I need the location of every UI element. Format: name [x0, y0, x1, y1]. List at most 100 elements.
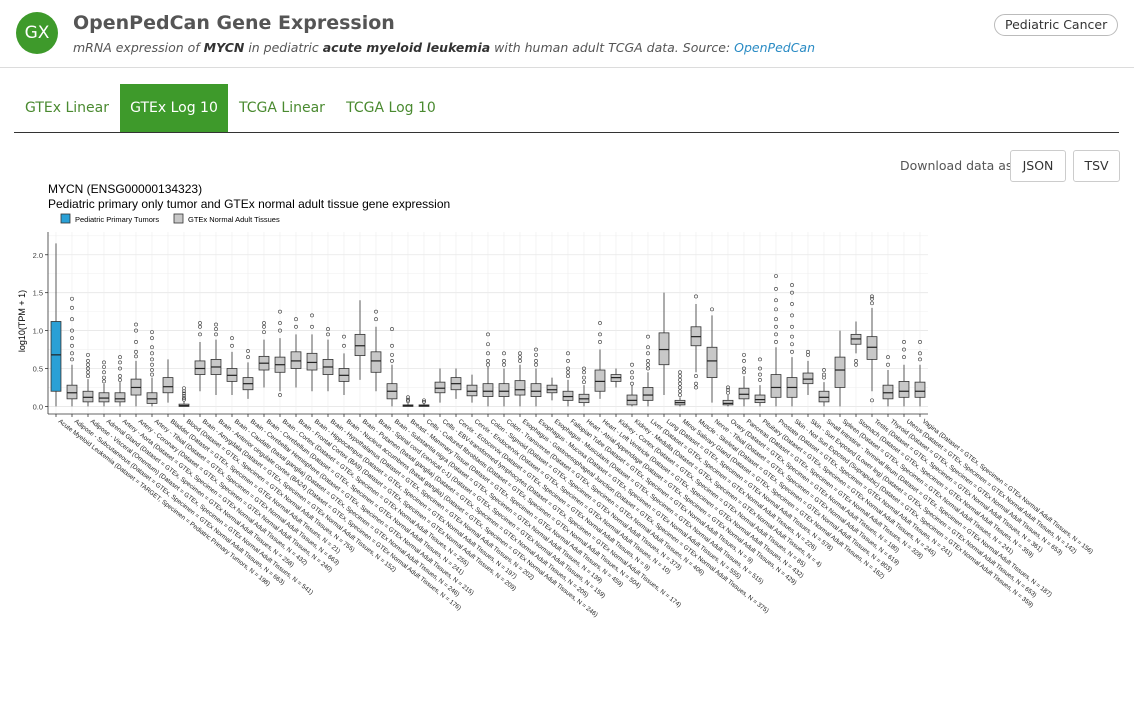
outlier-point [422, 399, 426, 404]
outlier-point [678, 370, 682, 375]
outlier-point [534, 359, 538, 363]
outlier-point [70, 336, 74, 341]
outlier-point [486, 359, 490, 363]
outlier-point [118, 377, 122, 382]
box-body [290, 351, 302, 369]
outlier-point [598, 332, 602, 337]
outlier-point [86, 362, 90, 367]
outlier-point [646, 334, 650, 339]
outlier-point [118, 366, 122, 371]
outlier-point [118, 355, 122, 360]
outlier-point [854, 359, 858, 363]
outlier-point [390, 359, 394, 363]
legend-label-tumor: Pediatric Primary Tumors [75, 215, 159, 224]
outlier-point [70, 351, 74, 356]
outlier-point [326, 332, 330, 337]
outlier-point [758, 357, 762, 362]
plot-tabs: GTEx Linear GTEx Log 10 TCGA Linear TCGA… [14, 84, 1119, 133]
outlier-point [630, 381, 634, 386]
outlier-point [150, 368, 154, 372]
outlier-point [150, 345, 154, 350]
outlier-point [502, 351, 506, 356]
outlier-point [390, 327, 394, 331]
outlier-point [278, 393, 282, 397]
outlier-point [390, 352, 394, 357]
download-label: Download data as [900, 158, 1013, 173]
page-title: OpenPedCan Gene Expression [73, 12, 395, 34]
box-body [594, 369, 606, 392]
source-link[interactable]: OpenPedCan [734, 40, 816, 55]
outlier-point [646, 359, 650, 363]
tab-tcga-log10[interactable]: TCGA Log 10 [346, 100, 436, 116]
disease-category-badge[interactable]: Pediatric Cancer [994, 14, 1119, 36]
box-body [818, 390, 830, 403]
y-axis-label: log10(TPM + 1) [17, 290, 27, 352]
app-header: GX OpenPedCan Gene Expression mRNA expre… [0, 0, 1134, 68]
outlier-point [102, 379, 106, 384]
outlier-point [134, 340, 138, 344]
outlier-point [918, 351, 922, 356]
outlier-point [70, 296, 74, 301]
outlier-point [390, 343, 394, 348]
outlier-point [806, 349, 810, 354]
box-body [370, 351, 382, 373]
outlier-point [406, 397, 410, 402]
box-body [802, 372, 814, 385]
outlier-point [630, 362, 634, 367]
outlier-point [566, 374, 570, 378]
chart-legend: Pediatric Primary Tumors GTEx Normal Adu… [60, 213, 280, 224]
outlier-point [678, 393, 682, 397]
outlier-point [246, 355, 250, 360]
outlier-point [582, 366, 586, 371]
outlier-point [742, 366, 746, 371]
tab-gtex-log10[interactable]: GTEx Log 10 [120, 84, 228, 132]
outlier-point [374, 309, 378, 314]
outlier-point [534, 347, 538, 352]
outlier-point [70, 357, 74, 362]
outlier-point [134, 328, 138, 333]
outlier-point [790, 290, 794, 295]
outlier-point [518, 351, 522, 356]
box-body [770, 374, 782, 398]
outlier-point [486, 342, 490, 347]
outlier-point [582, 380, 586, 385]
outlier-point [774, 324, 778, 329]
subtitle-text-2: in pediatric [244, 40, 323, 55]
outlier-point [566, 370, 570, 375]
outlier-point [742, 359, 746, 363]
download-json-button[interactable]: JSON [1010, 150, 1066, 182]
y-tick-label: 0.5 [33, 365, 43, 374]
disease-name: acute myeloid leukemia [322, 40, 491, 55]
outlier-point [86, 374, 90, 378]
outlier-point [886, 355, 890, 360]
outlier-point [774, 307, 778, 312]
outlier-point [774, 317, 778, 322]
outlier-point [902, 355, 906, 360]
outlier-point [790, 342, 794, 347]
outlier-point [774, 298, 778, 303]
box-body [754, 394, 766, 404]
box-body [546, 384, 558, 394]
box-body [466, 384, 478, 397]
box-body [834, 356, 846, 388]
outlier-point [598, 340, 602, 344]
box-body [882, 384, 894, 400]
outlier-point [262, 324, 266, 329]
outlier-point [278, 321, 282, 325]
tab-tcga-linear[interactable]: TCGA Linear [239, 100, 325, 116]
outlier-point [646, 345, 650, 350]
outlier-point [342, 334, 346, 339]
box-body [706, 346, 718, 378]
legend-label-normal: GTEx Normal Adult Tissues [188, 215, 280, 224]
outlier-point [118, 360, 122, 365]
box-body [354, 333, 366, 357]
y-tick-label: 2.0 [33, 251, 43, 260]
outlier-point [406, 399, 410, 404]
tab-gtex-linear[interactable]: GTEx Linear [25, 100, 109, 116]
outlier-point [774, 274, 778, 278]
outlier-point [582, 375, 586, 380]
outlier-point [870, 294, 874, 299]
download-tsv-button[interactable]: TSV [1073, 150, 1120, 182]
outlier-point [742, 352, 746, 357]
box-body [98, 392, 110, 403]
